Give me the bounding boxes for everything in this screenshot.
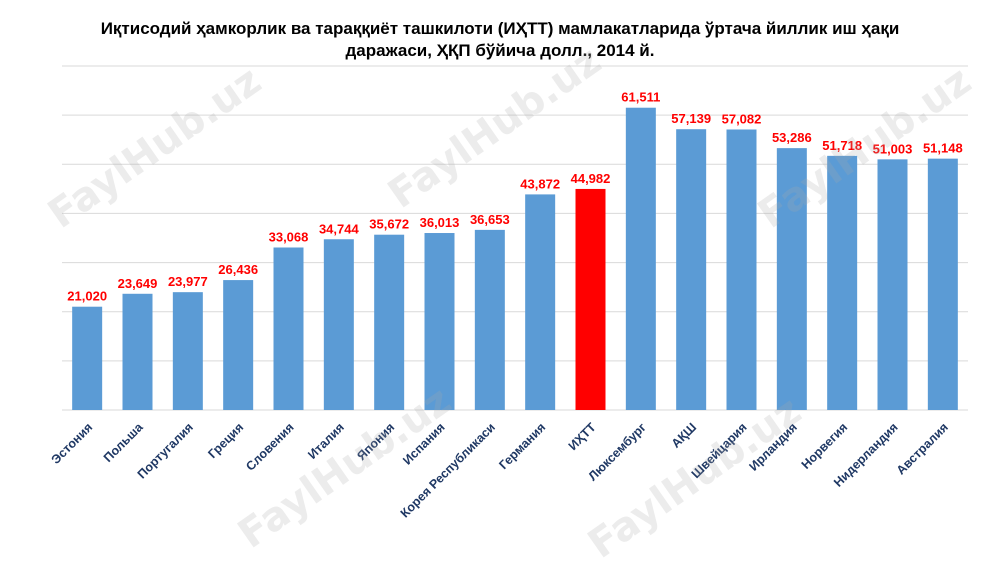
category-label: Греция <box>205 420 246 461</box>
category-label: Норвегия <box>799 420 851 472</box>
category-label: Германия <box>496 420 548 472</box>
category-label: Япония <box>354 420 397 463</box>
bar <box>877 159 908 410</box>
bar <box>927 158 958 410</box>
value-label: 34,744 <box>319 221 360 236</box>
value-label: 53,286 <box>772 130 812 145</box>
value-label: 51,718 <box>822 138 862 153</box>
chart-title-line-2: даражаси, ҲҚП бўйича долл., 2014 й. <box>345 41 655 60</box>
bar <box>374 234 405 410</box>
value-label: 61,511 <box>621 90 660 105</box>
value-label: 43,872 <box>520 176 560 191</box>
value-label: 21,020 <box>67 289 107 304</box>
grid-lines <box>62 65 968 411</box>
chart-title: Иқтисодий ҳамкорлик ва тараққиёт ташкило… <box>40 18 960 62</box>
chart-title-line-1: Иқтисодий ҳамкорлик ва тараққиёт ташкило… <box>100 19 900 38</box>
value-label: 51,148 <box>923 141 963 156</box>
category-label: Эстония <box>49 420 96 467</box>
bar <box>726 129 757 411</box>
category-label: ИҲТТ <box>566 420 599 453</box>
category-label: Словения <box>243 420 296 473</box>
bar <box>575 188 606 410</box>
value-label: 51,003 <box>873 141 913 156</box>
value-label: 23,649 <box>118 276 158 291</box>
value-label: 26,436 <box>218 262 258 277</box>
bar <box>172 292 203 410</box>
bar <box>776 148 807 410</box>
value-label: 35,672 <box>369 217 409 232</box>
value-label: 36,653 <box>470 212 510 227</box>
value-label: 36,013 <box>420 215 460 230</box>
bar <box>827 155 858 410</box>
category-label: Корея Республикаси <box>398 420 498 520</box>
bars <box>72 107 958 411</box>
bar <box>676 129 707 410</box>
value-label: 57,139 <box>671 111 711 126</box>
value-label: 44,982 <box>571 171 611 186</box>
bar <box>625 107 656 410</box>
category-label: Ирландия <box>746 420 800 474</box>
value-labels: 21,020 23,649 23,977 26,436 33,068 34,744 35,6… <box>67 90 962 304</box>
bar <box>223 280 254 410</box>
bar <box>323 239 354 410</box>
bar <box>273 247 304 410</box>
value-label: 33,068 <box>269 229 309 244</box>
category-label: Польша <box>101 419 147 465</box>
value-label: 23,977 <box>168 274 208 289</box>
value-label: 57,082 <box>722 111 762 126</box>
bar <box>474 229 505 410</box>
bar <box>72 306 103 410</box>
category-label: АҚШ <box>669 420 700 451</box>
category-label: Италия <box>305 420 347 462</box>
bar <box>525 194 556 410</box>
bar <box>424 233 455 410</box>
category-label: Испания <box>400 420 447 467</box>
bar <box>122 293 153 410</box>
category-label: Австралия <box>894 420 951 477</box>
